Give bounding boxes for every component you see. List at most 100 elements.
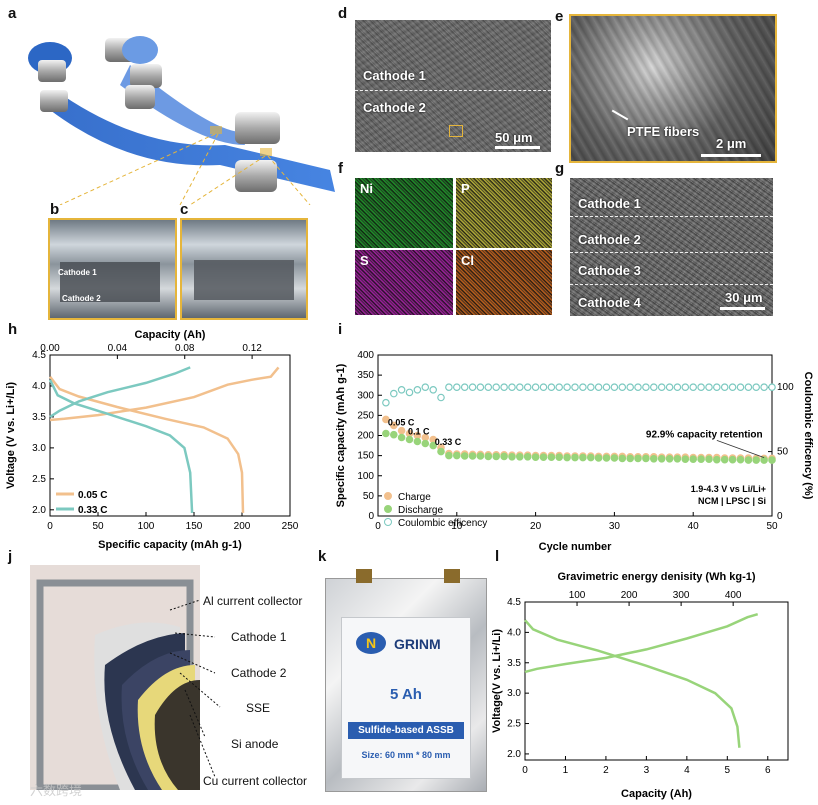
chart-i-point-coulombic-efficency bbox=[579, 383, 587, 392]
sem-g-layer-3: Cathode 3 bbox=[578, 263, 641, 278]
chart-i-ytick-label: 250 bbox=[357, 410, 374, 421]
chart-i-xtick-label: 0 bbox=[375, 521, 381, 532]
chart-l-ytick-label: 3.0 bbox=[507, 688, 521, 699]
chart-i-point-discharge bbox=[539, 453, 548, 462]
chart-i-point-coulombic-efficency bbox=[768, 383, 776, 392]
chart-i-point-coulombic-efficency bbox=[649, 383, 658, 392]
chart-l-xtick-label: 3 bbox=[644, 765, 650, 776]
chart-h-voltage-profile: 0 50 100 150 200 250 2.0 2.5 3.0 3.5 4.0 4.50.00 0.0… bbox=[5, 329, 299, 551]
chart-i-point-coulombic-efficency bbox=[594, 383, 603, 392]
chart-i-legend-label: Coulombic efficency bbox=[398, 518, 487, 529]
eds-map-cl: Cl bbox=[456, 250, 552, 315]
chart-i-point-coulombic-efficency bbox=[382, 398, 390, 407]
chart-i-legend-marker bbox=[384, 505, 392, 513]
panel-label-h: h bbox=[8, 321, 18, 338]
battery-layer-schematic bbox=[30, 565, 221, 790]
chart-i-point-discharge bbox=[516, 453, 524, 461]
chart-h-top-tick-label: 0.00 bbox=[40, 343, 60, 354]
chart-i-point-coulombic-efficency bbox=[626, 383, 635, 392]
chart-i-point-coulombic-efficency bbox=[720, 383, 729, 392]
chart-i-xlabel: Cycle number bbox=[539, 541, 612, 553]
chart-i-point-coulombic-efficency bbox=[752, 383, 761, 392]
panel-label-j: j bbox=[8, 548, 13, 565]
eds-label-cl: Cl bbox=[461, 253, 474, 268]
chart-i-point-discharge bbox=[382, 429, 390, 438]
chart-i-xtick-label: 20 bbox=[530, 521, 542, 532]
chart-i-point-discharge bbox=[681, 455, 690, 464]
chart-i-point-coulombic-efficency bbox=[468, 383, 477, 392]
chart-i-point-coulombic-efficency bbox=[453, 383, 461, 392]
eds-map-s: S bbox=[355, 250, 453, 315]
sem-g-layer-4: Cathode 4 bbox=[578, 295, 641, 310]
chart-h-series-charge bbox=[49, 366, 191, 418]
chart-i-point-discharge bbox=[531, 453, 540, 462]
chart-i-point-coulombic-efficency bbox=[555, 383, 564, 392]
chart-i-point-coulombic-efficency bbox=[531, 383, 540, 392]
chart-h-series-charge bbox=[49, 366, 280, 422]
chart-h-xtick-label: 150 bbox=[186, 521, 203, 532]
chart-i-point-discharge bbox=[689, 455, 698, 464]
chart-i-ytick-label: 50 bbox=[363, 491, 375, 502]
chart-i-point-coulombic-efficency bbox=[705, 383, 713, 392]
label-cu-current-collector: Cu current collector bbox=[203, 774, 308, 788]
chart-i-xtick-label: 10 bbox=[451, 521, 463, 532]
chart-i-point-discharge bbox=[437, 447, 445, 456]
chart-h-top-tick-label: 0.12 bbox=[242, 343, 262, 354]
chart-i-y2label: Coulombic efficency (%) bbox=[802, 372, 814, 500]
label-cathode-1: Cathode 1 bbox=[231, 630, 287, 644]
chart-h-ytick-label: 3.5 bbox=[32, 412, 46, 423]
chart-i-point-discharge bbox=[618, 454, 627, 463]
chart-i-point-discharge bbox=[523, 453, 532, 461]
chart-l-ytick-label: 3.5 bbox=[507, 658, 521, 669]
chart-l-frame bbox=[524, 601, 789, 761]
chart-i-point-charge bbox=[382, 415, 390, 424]
chart-l-top-tick-label: 200 bbox=[621, 590, 638, 601]
calendering-photo-b: Cathode 1 Cathode 2 bbox=[48, 218, 177, 320]
chart-i-point-coulombic-efficency bbox=[657, 383, 666, 392]
chart-i-ytick-label: 150 bbox=[357, 451, 374, 462]
chart-i-point-discharge bbox=[500, 452, 508, 461]
panel-label-g: g bbox=[555, 160, 565, 177]
pouch-brand: GRINM bbox=[394, 636, 441, 652]
chart-i-point-discharge bbox=[602, 454, 611, 462]
sem-d-scale: 50 μm bbox=[495, 130, 533, 145]
photo-b-label-1: Cathode 1 bbox=[58, 268, 97, 277]
panel-label-a: a bbox=[8, 5, 17, 22]
label-al-current-collector: Al current collector bbox=[203, 594, 303, 608]
chart-l-series-charge bbox=[524, 613, 759, 674]
chart-i-point-discharge bbox=[429, 441, 438, 450]
chart-i-point-discharge bbox=[760, 456, 768, 464]
chart-i-point-discharge bbox=[468, 452, 477, 460]
chart-i-ytick-label: 400 bbox=[357, 350, 374, 361]
sem-d-layer-2: Cathode 2 bbox=[363, 100, 426, 115]
chart-i-point-coulombic-efficency bbox=[642, 383, 650, 392]
chart-i-point-discharge bbox=[720, 455, 729, 464]
chart-h-xtick-label: 100 bbox=[138, 521, 155, 532]
chart-i-point-discharge bbox=[586, 453, 595, 462]
chart-h-xtick-label: 200 bbox=[234, 521, 251, 532]
chart-i-y2tick-label: 0 bbox=[777, 511, 783, 522]
chart-i-point-coulombic-efficency bbox=[516, 383, 524, 392]
chart-i-point-discharge bbox=[594, 454, 603, 462]
chart-i-point-coulombic-efficency bbox=[492, 383, 501, 392]
chart-i-point-coulombic-efficency bbox=[760, 383, 768, 392]
chart-l-xtick-label: 0 bbox=[522, 765, 528, 776]
chart-i-point-discharge bbox=[563, 453, 571, 462]
chart-i-point-discharge bbox=[421, 439, 430, 448]
chart-h-ylabel: Voltage (V vs. Li+/Li) bbox=[5, 382, 17, 489]
chart-l-top-tick-label: 100 bbox=[569, 590, 586, 601]
eds-map-p: P bbox=[456, 178, 552, 248]
chart-i-point-discharge bbox=[405, 435, 414, 444]
chart-i-point-discharge bbox=[610, 454, 619, 462]
chart-h-xlabel: Specific capacity (mAh g-1) bbox=[98, 539, 242, 551]
chart-i-point-discharge bbox=[460, 452, 469, 460]
chart-i-point-coulombic-efficency bbox=[697, 383, 705, 392]
chart-i-ytick-label: 300 bbox=[357, 390, 374, 401]
chart-i-retention-arrow bbox=[716, 439, 765, 459]
ptfe-fibers-annotation: PTFE fibers bbox=[627, 124, 700, 139]
chart-i-point-coulombic-efficency bbox=[618, 383, 627, 392]
chart-i-annot-005c: 0.05 C bbox=[388, 417, 415, 427]
eds-label-ni: Ni bbox=[360, 181, 373, 196]
chart-h-frame bbox=[49, 354, 291, 517]
panel-label-d: d bbox=[338, 5, 348, 22]
